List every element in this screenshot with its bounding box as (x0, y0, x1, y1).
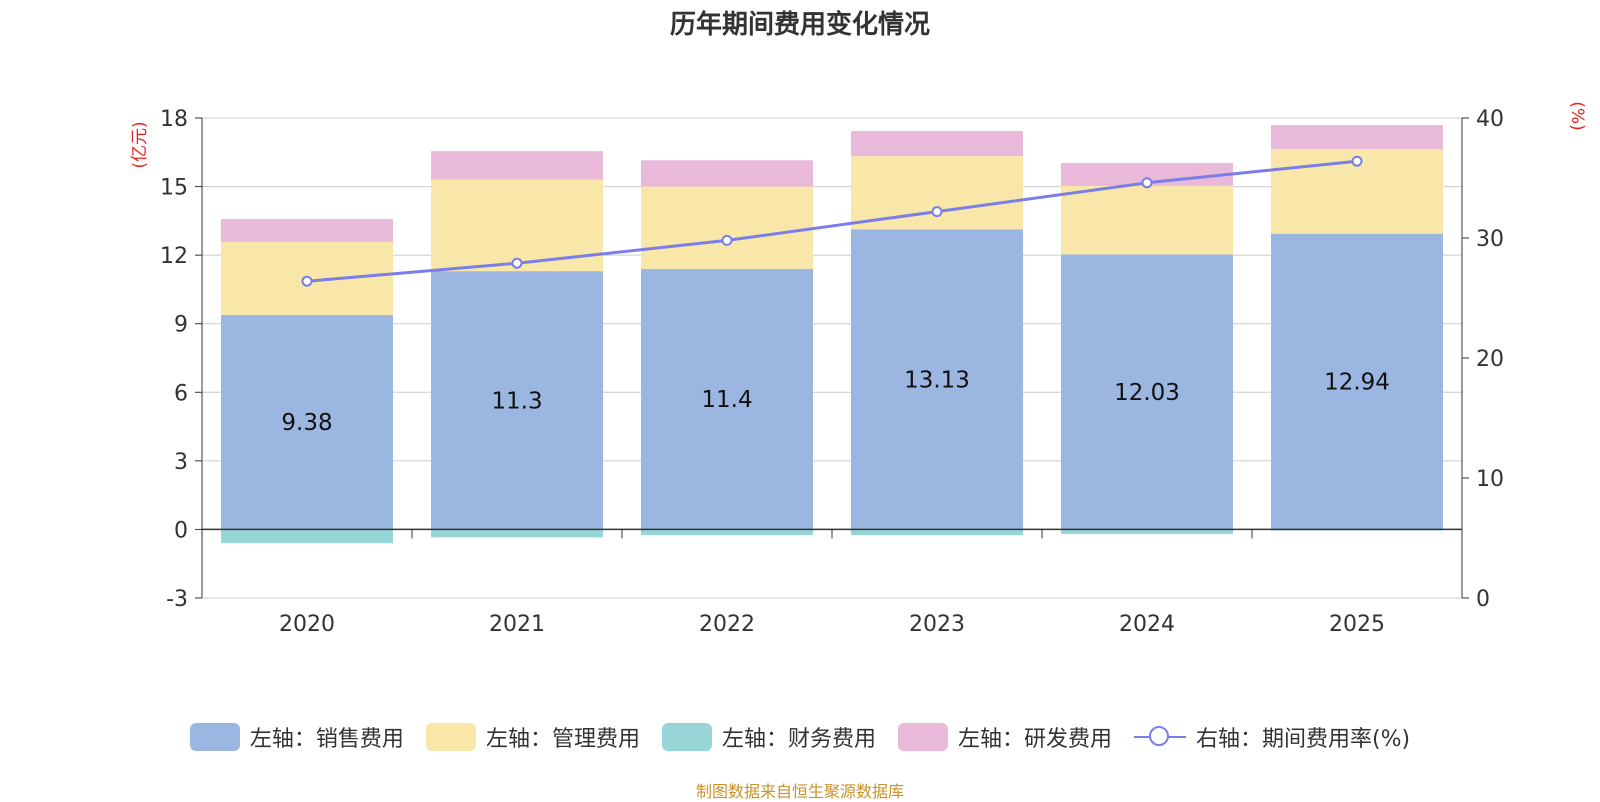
left-axis-unit: (亿元) (130, 121, 150, 168)
right-axis-unit: (%) (1567, 101, 1587, 130)
sales-data-label: 12.03 (1114, 380, 1180, 406)
x-tick-label: 2025 (1329, 612, 1385, 637)
finance-bar (431, 529, 603, 538)
sales-data-label: 9.38 (281, 410, 332, 436)
rnd-bar (1061, 163, 1233, 186)
right-tick-label: 0 (1476, 587, 1490, 612)
left-tick-label: 12 (160, 244, 188, 269)
rate-point (931, 206, 943, 218)
rnd-bar (221, 219, 393, 242)
right-tick-label: 20 (1476, 347, 1504, 372)
legend-item-rnd[interactable]: 左轴：研发费用 (897, 721, 1112, 753)
legend-item-admin[interactable]: 左轴：管理费用 (425, 721, 640, 753)
left-tick-label: -3 (166, 587, 188, 612)
sales-bar (221, 315, 393, 530)
left-tick-label: 15 (160, 176, 188, 201)
legend-swatch-admin (425, 723, 476, 751)
left-tick-label: 9 (174, 313, 188, 338)
admin-bar (851, 156, 1023, 230)
admin-bar (1061, 185, 1233, 255)
sales-data-label: 13.13 (904, 367, 970, 393)
rnd-bar (1271, 125, 1443, 150)
legend-label-sales: 左轴：销售费用 (249, 727, 404, 752)
left-tick-label: 0 (174, 518, 188, 543)
rnd-bar (431, 151, 603, 180)
finance-bar (1061, 529, 1233, 534)
rate-point (721, 234, 733, 246)
x-tick-label: 2024 (1119, 612, 1175, 637)
legend-swatch-rate (1133, 723, 1186, 751)
legend-label-rnd: 左轴：研发费用 (957, 727, 1112, 752)
rate-point (511, 257, 523, 269)
left-tick-label: 6 (174, 381, 188, 406)
legend: 左轴：销售费用 左轴：管理费用 左轴：财务费用 左轴：研发费用 右轴：期间费用率… (0, 721, 1600, 753)
legend-item-rate[interactable]: 右轴：期间费用率(%) (1133, 721, 1411, 753)
legend-item-finance[interactable]: 左轴：财务费用 (661, 721, 876, 753)
x-tick-label: 2020 (279, 612, 335, 637)
left-tick-label: 18 (160, 107, 188, 132)
rate-point (301, 275, 313, 287)
x-tick-label: 2022 (699, 612, 755, 637)
legend-swatch-rnd (897, 723, 948, 751)
sales-data-label: 11.4 (701, 387, 752, 413)
sales-bar (1061, 254, 1233, 530)
legend-label-admin: 左轴：管理费用 (485, 727, 640, 752)
right-tick-label: 40 (1476, 107, 1504, 132)
x-tick-label: 2021 (489, 612, 545, 637)
finance-bar (221, 529, 393, 544)
rnd-bar (851, 131, 1023, 157)
rnd-bar (641, 160, 813, 187)
legend-item-sales[interactable]: 左轴：销售费用 (189, 721, 404, 753)
sales-bar (851, 229, 1023, 530)
source-note: 制图数据来自恒生聚源数据库 (695, 782, 904, 801)
rate-line (306, 159, 1358, 283)
sales-data-label: 12.94 (1324, 370, 1390, 396)
right-tick-label: 10 (1476, 467, 1504, 492)
legend-swatch-sales (189, 723, 240, 751)
sales-data-label: 11.3 (491, 388, 542, 414)
chart-title: 历年期间费用变化情况 (669, 10, 930, 40)
sales-bar (1271, 233, 1443, 530)
legend-swatch-finance (661, 723, 712, 751)
right-tick-label: 30 (1476, 227, 1504, 252)
sales-bar (431, 271, 603, 530)
sales-bar (641, 268, 813, 530)
legend-label-rate: 右轴：期间费用率(%) (1195, 727, 1411, 752)
finance-bar (851, 529, 1023, 536)
x-tick-label: 2023 (909, 612, 965, 637)
rate-point (1351, 155, 1363, 167)
left-tick-label: 3 (174, 450, 188, 475)
rate-point (1141, 177, 1153, 189)
legend-label-finance: 左轴：财务费用 (721, 727, 876, 752)
admin-bar (641, 186, 813, 269)
finance-bar (641, 529, 813, 536)
